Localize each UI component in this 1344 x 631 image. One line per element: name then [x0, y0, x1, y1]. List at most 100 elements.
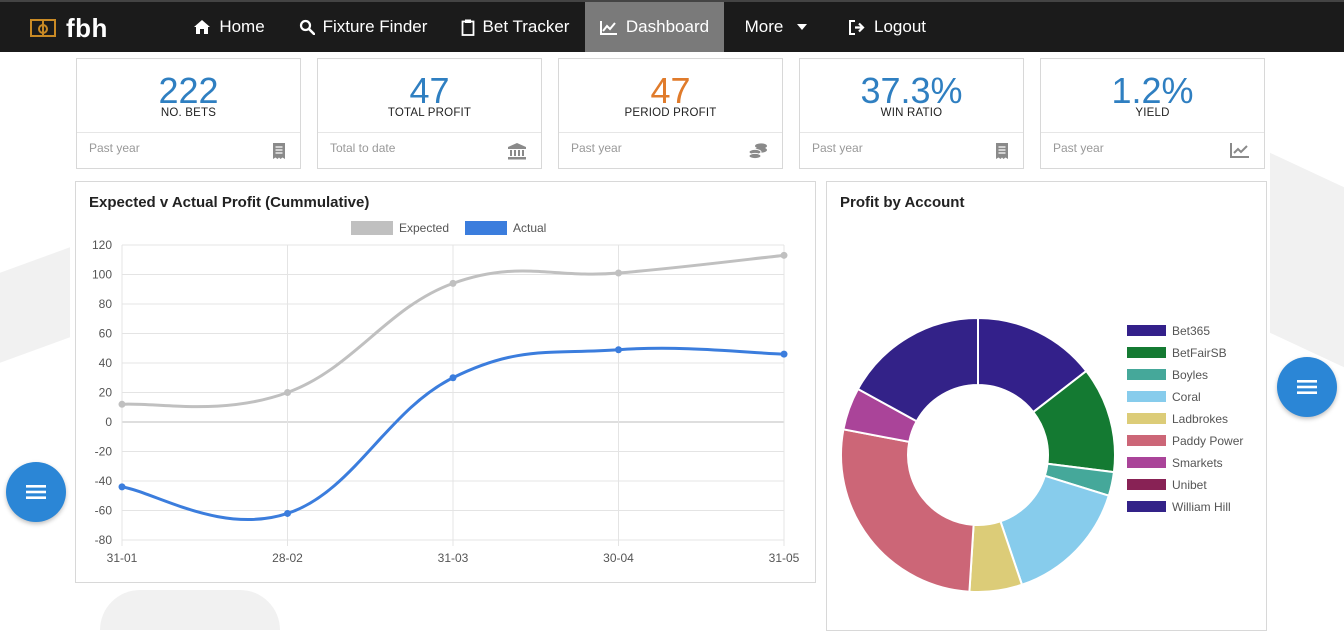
nav-logout-label: Logout — [874, 17, 926, 36]
donut-chart-title: Profit by Account — [840, 194, 965, 211]
data-point-expected — [780, 251, 788, 259]
brand-name: fbh — [66, 12, 108, 43]
nav-fixture-finder-label: Fixture Finder — [322, 17, 428, 36]
caret-down-icon — [797, 24, 808, 30]
stat-footer-text: Past year — [571, 141, 622, 155]
stat-footer-text: Past year — [1053, 141, 1104, 155]
nav-dashboard-label: Dashboard — [625, 17, 710, 36]
legend-label: Expected — [399, 221, 449, 235]
legend-label: William Hill — [1172, 500, 1231, 514]
left-menu-fab[interactable] — [6, 462, 66, 522]
clipboard-icon — [461, 19, 474, 36]
nav-bet-tracker-label: Bet Tracker — [482, 17, 570, 36]
hamburger-icon — [26, 485, 46, 499]
stat-card-period-profit: 47 PERIOD PROFIT Past year — [558, 58, 783, 169]
nav-bet-tracker[interactable]: Bet Tracker — [452, 2, 578, 52]
right-menu-fab[interactable] — [1277, 357, 1337, 417]
y-tick-label: 60 — [99, 327, 113, 341]
data-point-actual — [449, 374, 457, 382]
stat-footer: Total to date — [318, 132, 541, 170]
stat-footer: Past year — [1041, 132, 1264, 170]
data-point-expected — [118, 400, 126, 408]
series-line-actual — [121, 346, 785, 522]
legend-swatch — [1127, 369, 1166, 380]
legend-label: Bet365 — [1172, 324, 1210, 338]
legend-swatch — [1127, 501, 1166, 512]
y-tick-label: 0 — [105, 415, 112, 429]
stat-footer-text: Past year — [89, 141, 140, 155]
stat-footer: Past year — [559, 132, 782, 170]
y-tick-label: -80 — [95, 533, 113, 547]
legend-swatch — [465, 221, 507, 235]
nav-dashboard[interactable]: Dashboard — [585, 2, 724, 52]
pitch-logo-icon — [30, 19, 56, 37]
y-tick-label: -60 — [95, 504, 113, 518]
nav-home-label: Home — [219, 17, 265, 36]
stat-value: 37.3% — [860, 70, 963, 111]
legend-swatch — [1127, 325, 1166, 336]
data-point-actual — [118, 483, 126, 491]
trend-icon — [1230, 143, 1249, 158]
x-tick-label: 31-01 — [107, 551, 138, 565]
search-icon — [299, 19, 315, 35]
legend-swatch — [351, 221, 393, 235]
hamburger-icon — [1297, 380, 1317, 394]
stat-value: 222 — [158, 70, 219, 111]
stat-value: 1.2% — [1111, 70, 1194, 111]
nav-home[interactable]: Home — [182, 2, 276, 52]
nav-logout[interactable]: Logout — [838, 2, 936, 52]
legend-label: BetFairSB — [1172, 346, 1227, 360]
legend-label: Boyles — [1172, 368, 1208, 382]
legend-label: Smarkets — [1172, 456, 1223, 470]
stat-card-no-bets: 222 NO. BETS Past year — [76, 58, 301, 169]
legend-swatch — [1127, 479, 1166, 490]
y-tick-label: 20 — [99, 386, 113, 400]
stat-value: 47 — [409, 70, 450, 111]
data-point-actual — [780, 350, 788, 358]
nav-more-label: More — [744, 17, 784, 36]
line-chart-title: Expected v Actual Profit (Cummulative) — [89, 194, 370, 211]
stat-label: YIELD — [1135, 107, 1170, 119]
bank-icon — [508, 143, 526, 160]
stat-card-win-ratio: 37.3% WIN RATIO Past year — [799, 58, 1024, 169]
legend-swatch — [1127, 435, 1166, 446]
data-point-expected — [615, 269, 622, 277]
nav-fixture-finder[interactable]: Fixture Finder — [289, 2, 437, 52]
nav-more-dropdown[interactable]: More — [731, 2, 821, 52]
sign-out-icon — [849, 19, 865, 35]
data-point-expected — [449, 279, 457, 287]
stat-card-total-profit: 47 TOTAL PROFIT Total to date — [317, 58, 542, 169]
x-tick-label: 30-04 — [603, 551, 634, 565]
profit-by-account-panel: Profit by Account Bet365 BetFairSB Boyles C… — [826, 181, 1267, 631]
legend-label: Unibet — [1172, 478, 1207, 492]
chart-icon — [599, 20, 617, 35]
y-tick-label: 80 — [99, 297, 113, 311]
legend-label: Ladbrokes — [1172, 412, 1228, 426]
stat-card-yield: 1.2% YIELD Past year — [1040, 58, 1265, 169]
stat-label: TOTAL PROFIT — [387, 107, 472, 119]
legend-swatch — [1127, 347, 1166, 358]
data-point-expected — [284, 389, 291, 396]
x-tick-label: 31-03 — [438, 551, 469, 565]
stat-footer: Past year — [800, 132, 1023, 170]
y-tick-label: 40 — [99, 356, 113, 370]
top-navbar: fbh Home Fixture Finder Bet Tracker Dash… — [0, 0, 1344, 52]
donut-slice-william-hill — [856, 316, 979, 423]
y-tick-label: 100 — [92, 268, 112, 282]
legend-label: Paddy Power — [1172, 434, 1243, 448]
stat-footer: Past year — [77, 132, 300, 170]
donut-chart: Bet365 BetFairSB Boyles Coral Ladbrokes Paddy… — [840, 316, 1243, 593]
expected-vs-actual-panel: Expected v Actual Profit (Cummulative) 1… — [75, 181, 816, 583]
stat-value: 47 — [650, 70, 691, 111]
coins-icon — [748, 143, 767, 160]
brand-logo[interactable]: fbh — [30, 11, 108, 45]
data-point-actual — [284, 509, 291, 517]
home-icon — [194, 20, 211, 34]
stat-label: NO. BETS — [160, 107, 217, 119]
legend-swatch — [1127, 391, 1166, 402]
legend-label: Actual — [513, 221, 546, 235]
y-tick-label: 120 — [92, 238, 112, 252]
stat-footer-text: Past year — [812, 141, 863, 155]
stat-footer-text: Total to date — [330, 141, 396, 155]
x-tick-label: 28-02 — [272, 551, 303, 565]
